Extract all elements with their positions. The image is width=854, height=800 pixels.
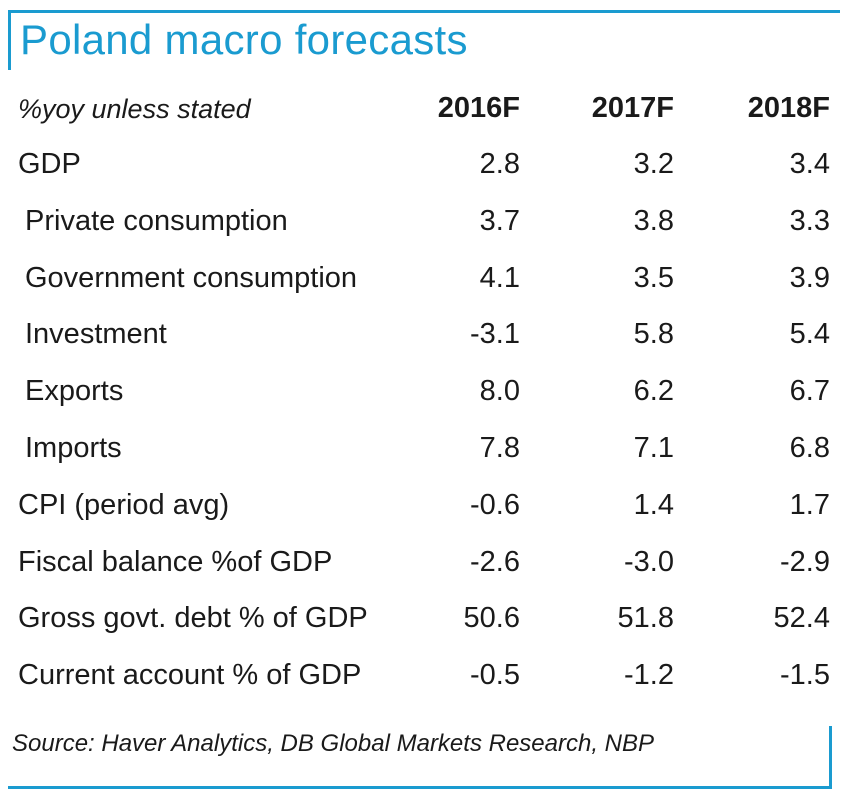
table-row-fiscal-balance: Fiscal balance %of GDP -2.6 -3.0 -2.9 — [18, 538, 838, 595]
row-label: Investment — [25, 318, 167, 351]
value-2016: -2.6 — [470, 545, 520, 578]
bottom-border — [8, 786, 832, 789]
value-2016: -0.5 — [470, 659, 520, 692]
value-2018: -2.9 — [780, 545, 830, 578]
value-2016: 7.8 — [479, 431, 520, 464]
column-header-2017: 2017F — [591, 92, 674, 124]
value-2018: 3.4 — [789, 148, 830, 180]
source-note: Source: Haver Analytics, DB Global Marke… — [12, 730, 655, 757]
table-row-imports: Imports 7.8 7.1 6.8 — [18, 424, 838, 481]
table-row-private-consumption: Private consumption 3.7 3.8 3.3 — [18, 197, 838, 254]
value-2018: 5.4 — [789, 318, 830, 351]
value-2017: 6.2 — [633, 375, 674, 408]
value-2018: -1.5 — [780, 659, 830, 692]
value-2018: 6.7 — [789, 375, 830, 408]
row-label: Exports — [25, 375, 124, 408]
value-2017: 3.5 — [633, 261, 674, 294]
table-header: %yoy unless stated 2016F 2017F 2018F — [18, 88, 838, 130]
table-row-exports: Exports 8.0 6.2 6.7 — [18, 367, 838, 424]
row-label: Government consumption — [25, 261, 358, 294]
value-2016: 3.7 — [479, 204, 520, 237]
value-2018: 1.7 — [789, 488, 830, 521]
value-2016: 50.6 — [463, 602, 520, 635]
page-title: Poland macro forecasts — [20, 16, 468, 63]
row-label: Current account % of GDP — [18, 659, 362, 692]
row-label: GDP — [18, 148, 81, 180]
table-row-cpi: CPI (period avg) -0.6 1.4 1.7 — [18, 481, 838, 538]
table-row-gdp: GDP 2.8 3.2 3.4 — [18, 140, 838, 197]
value-2017: 51.8 — [617, 602, 674, 635]
top-border — [8, 10, 840, 13]
value-2017: -3.0 — [624, 545, 674, 578]
bottom-right-border — [829, 726, 832, 789]
value-2017: 7.1 — [633, 431, 674, 464]
value-2016: 4.1 — [479, 261, 520, 294]
value-2017: 3.8 — [633, 204, 674, 237]
left-border — [8, 10, 11, 70]
value-2017: 3.2 — [633, 148, 674, 180]
value-2017: 1.4 — [633, 488, 674, 521]
value-2016: -0.6 — [470, 488, 520, 521]
row-label: Fiscal balance %of GDP — [18, 545, 333, 578]
table-row-government-consumption: Government consumption 4.1 3.5 3.9 — [18, 254, 838, 311]
forecast-table: GDP 2.8 3.2 3.4 Private consumption 3.7 … — [18, 140, 838, 708]
column-header-2016: 2016F — [437, 92, 520, 124]
column-header-2018: 2018F — [747, 92, 830, 124]
table-row-current-account: Current account % of GDP -0.5 -1.2 -1.5 — [18, 651, 838, 708]
units-label: %yoy unless stated — [18, 94, 251, 124]
value-2016: 2.8 — [479, 148, 520, 180]
value-2016: -3.1 — [470, 318, 520, 351]
value-2018: 3.3 — [789, 204, 830, 237]
value-2018: 52.4 — [773, 602, 830, 635]
value-2018: 6.8 — [789, 431, 830, 464]
row-label: CPI (period avg) — [18, 488, 230, 521]
row-label: Gross govt. debt % of GDP — [18, 602, 368, 635]
value-2017: 5.8 — [633, 318, 674, 351]
row-label: Imports — [25, 431, 122, 464]
table-row-gross-govt-debt: Gross govt. debt % of GDP 50.6 51.8 52.4 — [18, 594, 838, 651]
row-label: Private consumption — [25, 204, 288, 237]
value-2016: 8.0 — [479, 375, 520, 408]
table-row-investment: Investment -3.1 5.8 5.4 — [18, 310, 838, 367]
value-2018: 3.9 — [789, 261, 830, 294]
value-2017: -1.2 — [624, 659, 674, 692]
